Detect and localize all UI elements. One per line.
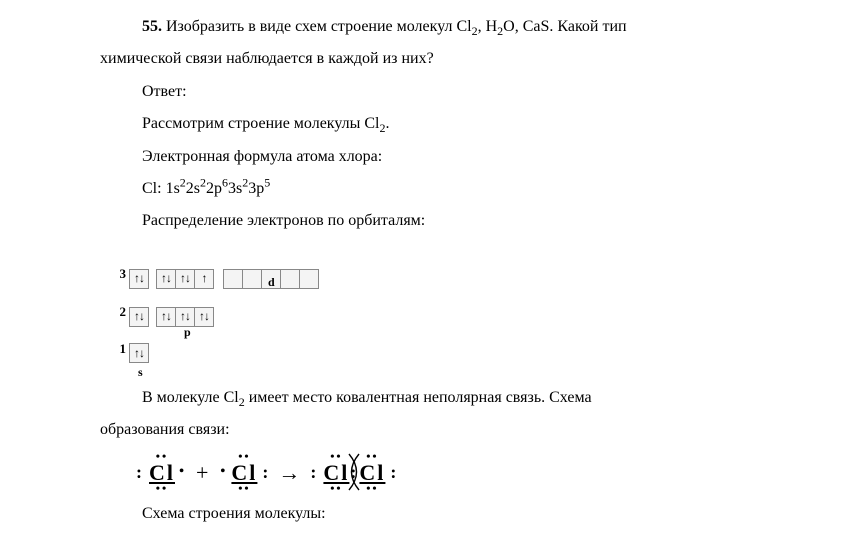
orbital-row-1: 1 ↑↓ — [110, 337, 149, 364]
para-structure-label: Схема строения молекулы: — [100, 499, 818, 529]
lewis-cl-right: • •• •• Cl : — [224, 452, 264, 492]
row-label-3: 3 — [110, 262, 126, 289]
question-line-1: 55. Изобразить в виде схем строение моле… — [100, 12, 818, 42]
q-text-c: O, CaS. Какой тип — [503, 18, 626, 35]
cell-3d2 — [242, 269, 262, 289]
p1-text: Рассмотрим строение молекулы Cl — [142, 115, 380, 132]
block-2s: ↑↓ — [130, 307, 149, 327]
p5a: В молекуле Cl — [142, 389, 239, 406]
row-label-2: 2 — [110, 300, 126, 327]
ec-7: 3p — [248, 180, 264, 197]
block-3p: ↑↓ ↑↓ ↑ — [157, 269, 214, 289]
p1-tail: . — [386, 115, 390, 132]
cell-2s: ↑↓ — [129, 307, 149, 327]
question-number: 55. — [142, 18, 162, 35]
p5b: имеет место ковалентная неполярная связь… — [245, 389, 592, 406]
cell-3p1: ↑↓ — [156, 269, 176, 289]
cell-3p2: ↑↓ — [175, 269, 195, 289]
lp-bot-1: •• — [156, 482, 168, 494]
m1-lp-bot: •• — [330, 482, 342, 494]
answer-label: Ответ: — [100, 77, 818, 107]
ec-3: 2p — [206, 180, 222, 197]
cell-2p3: ↑↓ — [194, 307, 214, 327]
q-text-a: Изобразить в виде схем строение молекул … — [162, 18, 472, 35]
lewis-cl2-molecule: : •• •• Cl : •• •• Cl : — [316, 452, 392, 492]
cell-3d5 — [299, 269, 319, 289]
sd-left-2: • — [220, 465, 227, 479]
lp-bot-2: •• — [238, 482, 250, 494]
m2-lp-bot: •• — [366, 482, 378, 494]
orbital-row-3: 3 ↑↓ ↑↓ ↑↓ ↑ — [110, 245, 319, 289]
block-3s: ↑↓ — [130, 269, 149, 289]
ec-prefix: Cl: 1s — [142, 180, 180, 197]
row-label-1: 1 — [110, 337, 126, 364]
orbital-diagram: 3 ↑↓ ↑↓ ↑↓ ↑ d 2 ↑↓ — [110, 245, 370, 375]
plus-op: + — [196, 452, 210, 494]
cell-3d1 — [223, 269, 243, 289]
m2-lp-top: •• — [366, 450, 378, 462]
lewis-formation: : •• •• Cl • + • •• •• Cl : → : •• •• Cl… — [142, 452, 818, 494]
ec-1: 2s — [186, 180, 200, 197]
para-bond-type-2: образования связи: — [100, 415, 818, 445]
question-line-2: химической связи наблюдается в каждой из… — [100, 44, 818, 74]
sublabel-d: d — [268, 271, 275, 294]
orbital-row-2: 2 ↑↓ ↑↓ ↑↓ ↑↓ — [110, 295, 214, 327]
cell-3d4 — [280, 269, 300, 289]
lewis-cl-left: : •• •• Cl • — [142, 452, 182, 492]
ec-5: 3s — [228, 180, 242, 197]
cell-3s: ↑↓ — [129, 269, 149, 289]
sd-right-1: • — [179, 465, 186, 479]
m1-lp-top: •• — [330, 450, 342, 462]
lp-left-1: : — [136, 463, 144, 481]
cell-3p3: ↑ — [194, 269, 214, 289]
m2-lp-right: : — [390, 463, 398, 481]
lp-top-2: •• — [238, 450, 250, 462]
para-electron-config: Cl: 1s22s22p63s23p5 — [100, 174, 818, 204]
ec-8: 5 — [264, 176, 270, 190]
sublabel-p: p — [184, 321, 191, 344]
m1-lp-left: : — [310, 463, 318, 481]
q-text-b: , H — [478, 18, 498, 35]
lp-top-1: •• — [156, 450, 168, 462]
para-consider: Рассмотрим строение молекулы Cl2. — [100, 109, 818, 139]
arrow-op: → — [278, 452, 302, 494]
para-distribution-label: Распределение электронов по орбиталям: — [100, 206, 818, 236]
para-electron-formula-label: Электронная формула атома хлора: — [100, 142, 818, 172]
cell-2p1: ↑↓ — [156, 307, 176, 327]
lewis-cl-m2: •• •• Cl : — [352, 452, 392, 492]
para-bond-type: В молекуле Cl2 имеет место ковалентная н… — [100, 383, 818, 413]
lp-right-2: : — [262, 463, 270, 481]
sublabel-s: s — [138, 361, 143, 384]
